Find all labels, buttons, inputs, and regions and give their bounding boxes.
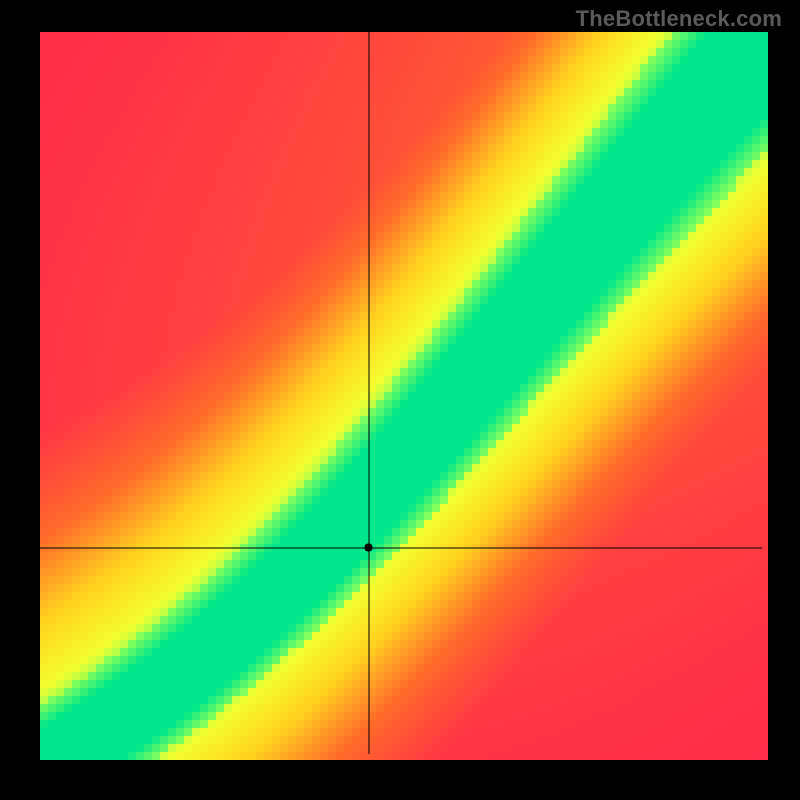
watermark-text: TheBottleneck.com <box>576 6 782 32</box>
bottleneck-heatmap <box>0 0 800 800</box>
